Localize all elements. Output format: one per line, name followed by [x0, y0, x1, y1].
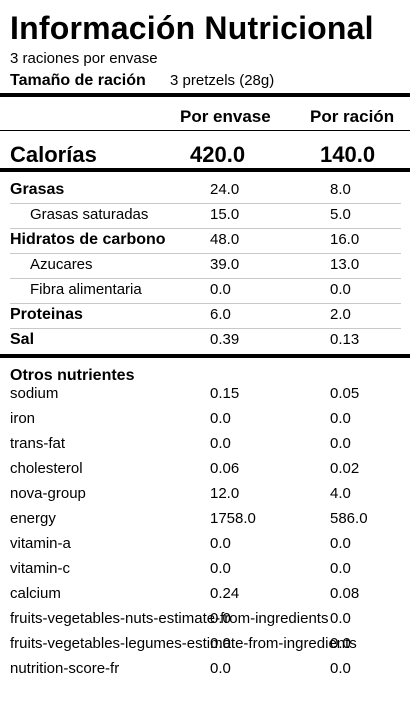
row-divider	[10, 303, 401, 304]
row-divider	[10, 203, 401, 204]
nutrient-per-package: 0.24	[210, 585, 240, 602]
nutrient-label: calcium	[10, 585, 61, 602]
nutrient-per-serving: 0.0	[330, 410, 351, 427]
servings-per-package: 3 raciones por envase	[10, 50, 158, 67]
nutrient-label: cholesterol	[10, 460, 83, 477]
column-header-divider	[0, 130, 410, 131]
nutrient-label: sodium	[10, 385, 59, 402]
nutrient-per-package: 6.0	[210, 306, 231, 323]
other-nutrient-row: fruits-vegetables-nuts-estimate-from-ing…	[0, 607, 410, 632]
serving-size-label: Tamaño de ración	[10, 72, 146, 89]
nutrient-row-grasas-saturadas: Grasas saturadas 15.0 5.0	[0, 203, 410, 228]
nutrient-row-sal: Sal 0.39 0.13	[0, 328, 410, 353]
nutrient-label: vitamin-c	[10, 560, 71, 577]
nutrient-per-serving: 0.0	[330, 435, 351, 452]
other-nutrient-row: vitamin-c 0.0 0.0	[0, 557, 410, 582]
serving-size-value: 3 pretzels (28g)	[170, 72, 275, 89]
nutrient-per-serving: 0.02	[330, 460, 360, 477]
nutrient-per-package: 24.0	[210, 181, 240, 198]
nutrient-label: Grasas saturadas	[30, 206, 149, 223]
nutrient-per-serving: 0.0	[330, 635, 351, 652]
nutrient-per-serving: 0.13	[330, 331, 360, 348]
nutrient-per-package: 0.0	[210, 660, 231, 677]
nutrient-per-serving: 13.0	[330, 256, 360, 273]
calories-label: Calorías	[10, 142, 97, 167]
nutrient-label: fruits-vegetables-legumes-estimate-from-…	[10, 635, 357, 652]
nutrient-label: nutrition-score-fr	[10, 660, 120, 677]
nutrient-label: fruits-vegetables-nuts-estimate-from-ing…	[10, 610, 329, 627]
nutrient-per-serving: 0.05	[330, 385, 360, 402]
nutrient-label: Sal	[10, 331, 35, 348]
nutrient-per-package: 39.0	[210, 256, 240, 273]
nutrient-per-serving: 0.0	[330, 610, 351, 627]
row-divider	[10, 253, 401, 254]
nutrient-per-serving: 0.0	[330, 560, 351, 577]
nutrient-per-serving: 0.08	[330, 585, 360, 602]
nutrient-label: nova-group	[10, 485, 86, 502]
nutrient-per-package: 1758.0	[210, 510, 256, 527]
calories-divider	[0, 168, 410, 172]
nutrient-per-serving: 16.0	[330, 231, 360, 248]
nutrient-per-serving: 5.0	[330, 206, 351, 223]
nutrient-per-package: 12.0	[210, 485, 240, 502]
nutrient-per-package: 0.0	[210, 610, 231, 627]
nutrient-label: energy	[10, 510, 56, 527]
top-divider	[0, 93, 410, 97]
nutrient-per-serving: 0.0	[330, 281, 351, 298]
nutrient-row-fibra: Fibra alimentaria 0.0 0.0	[0, 278, 410, 303]
nutrient-per-package: 48.0	[210, 231, 240, 248]
other-nutrient-row: cholesterol 0.06 0.02	[0, 457, 410, 482]
row-divider	[10, 228, 401, 229]
nutrient-label: Proteinas	[10, 306, 83, 323]
row-divider	[10, 328, 401, 329]
other-nutrient-row: vitamin-a 0.0 0.0	[0, 532, 410, 557]
nutrient-per-serving: 0.0	[330, 660, 351, 677]
nutrient-per-package: 0.0	[210, 410, 231, 427]
nutrient-label: trans-fat	[10, 435, 66, 452]
nutrient-label: Grasas	[10, 181, 65, 198]
nutrient-per-package: 0.0	[210, 435, 231, 452]
column-header-per-serving: Por ración	[310, 107, 395, 126]
nutrient-per-serving: 8.0	[330, 181, 351, 198]
panel-title: Información Nutricional	[10, 10, 374, 46]
other-nutrient-row: trans-fat 0.0 0.0	[0, 432, 410, 457]
other-nutrients-heading: Otros nutrientes	[10, 367, 135, 384]
nutrient-per-package: 0.0	[210, 635, 231, 652]
nutrient-per-serving: 2.0	[330, 306, 351, 323]
column-header-per-package: Por envase	[180, 107, 271, 126]
nutrient-label: Azucares	[30, 256, 93, 273]
nutrient-per-package: 0.0	[210, 281, 231, 298]
nutrient-row-proteinas: Proteinas 6.0 2.0	[0, 303, 410, 328]
nutrient-per-serving: 4.0	[330, 485, 351, 502]
nutrient-label: Hidratos de carbono	[10, 231, 166, 248]
nutrient-per-package: 0.15	[210, 385, 240, 402]
nutrient-row-hidratos: Hidratos de carbono 48.0 16.0	[0, 228, 410, 253]
nutrient-row-grasas: Grasas 24.0 8.0	[0, 178, 410, 203]
calories-per-serving: 140.0	[320, 142, 376, 167]
nutrient-per-package: 15.0	[210, 206, 240, 223]
nutrient-per-package: 0.0	[210, 535, 231, 552]
calories-per-package: 420.0	[190, 142, 246, 167]
row-divider	[10, 278, 401, 279]
nutrient-label: vitamin-a	[10, 535, 71, 552]
nutrient-row-azucares: Azucares 39.0 13.0	[0, 253, 410, 278]
other-nutrient-row: iron 0.0 0.0	[0, 407, 410, 432]
nutrient-per-package: 0.06	[210, 460, 240, 477]
other-nutrient-row: nova-group 12.0 4.0	[0, 482, 410, 507]
other-nutrient-row: nutrition-score-fr 0.0 0.0	[0, 657, 410, 682]
nutrients-divider	[0, 354, 410, 358]
other-nutrient-row: sodium 0.15 0.05	[0, 382, 410, 407]
nutrient-label: iron	[10, 410, 36, 427]
other-nutrient-row: energy 1758.0 586.0	[0, 507, 410, 532]
nutrient-per-serving: 0.0	[330, 535, 351, 552]
nutrient-label: Fibra alimentaria	[30, 281, 142, 298]
other-nutrient-row: fruits-vegetables-legumes-estimate-from-…	[0, 632, 410, 657]
nutrient-per-package: 0.0	[210, 560, 231, 577]
nutrient-per-serving: 586.0	[330, 510, 368, 527]
other-nutrient-row: calcium 0.24 0.08	[0, 582, 410, 607]
nutrient-per-package: 0.39	[210, 331, 240, 348]
